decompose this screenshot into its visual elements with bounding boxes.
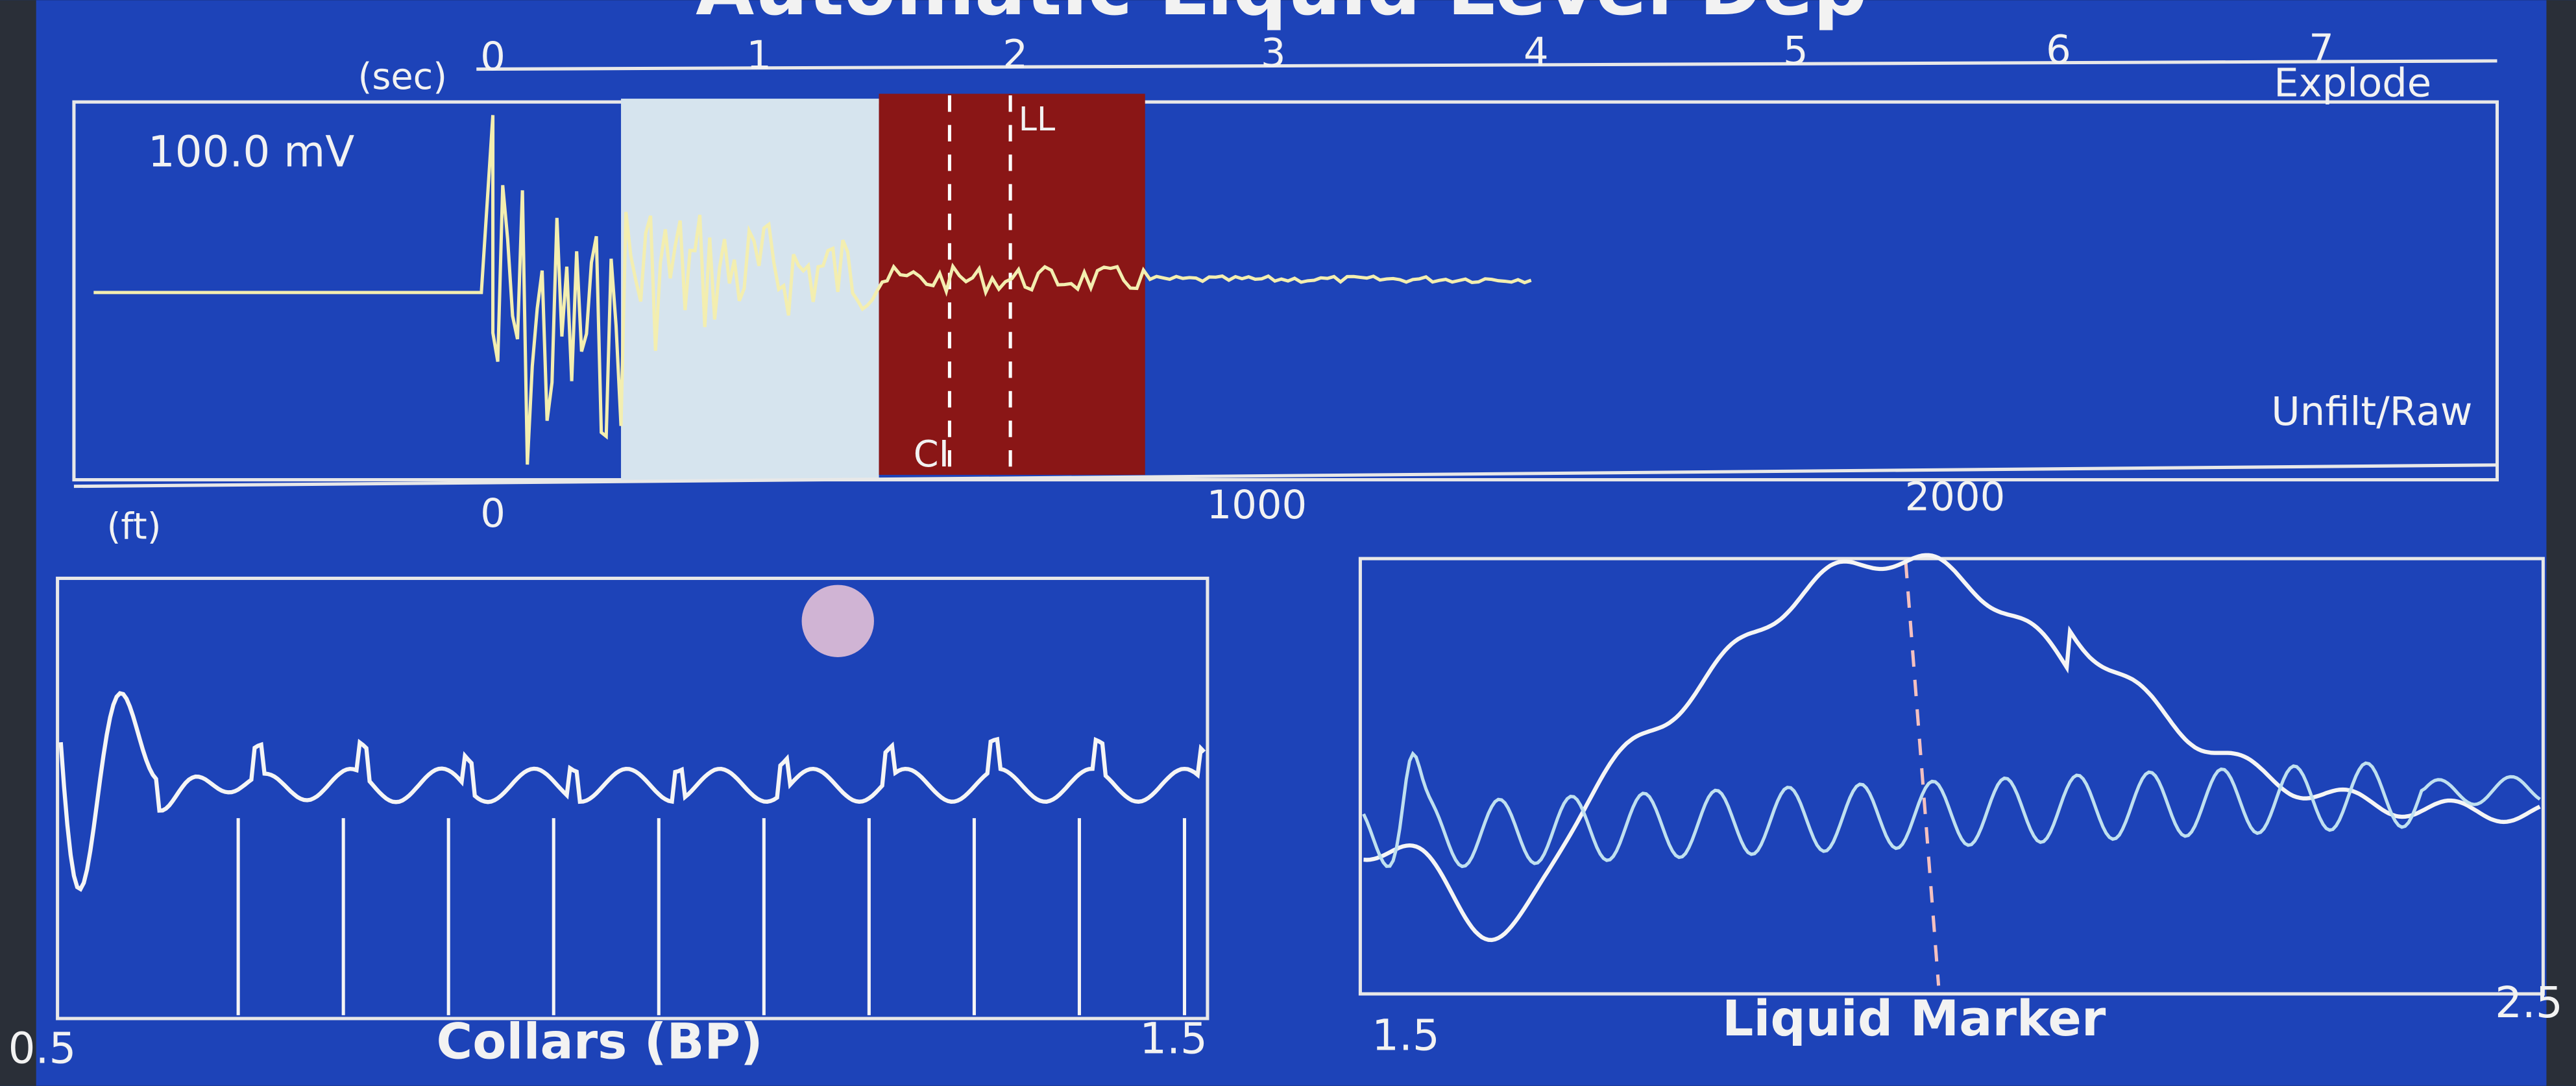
time-tick-label: 5 — [1783, 29, 1808, 74]
liquid-marker-line — [1904, 561, 1941, 986]
screen-title: Automatic Liquid Level Dep — [696, 0, 1867, 32]
time-tick-label: 4 — [1524, 30, 1549, 75]
time-tick-label: 2 — [1002, 32, 1028, 77]
filtered-waveform — [1363, 553, 2541, 943]
waveform-frame — [72, 100, 2499, 482]
collars-frame — [56, 576, 1209, 1020]
collars-title: Collars (BP) — [437, 1013, 763, 1070]
time-axis-line — [476, 59, 2497, 71]
time-tick-label: 3 — [1261, 31, 1286, 77]
depth-unit: (ft) — [107, 506, 162, 548]
raw-liquid-waveform — [1362, 751, 2541, 869]
time-tick-label: 7 — [2309, 27, 2334, 72]
time-tick-label: 1 — [746, 33, 772, 78]
mode-label: Explode — [2274, 60, 2431, 106]
glare — [801, 585, 874, 657]
depth-tick-label: 0 — [480, 491, 505, 537]
depth-tick-label: 2000 — [1905, 474, 2006, 520]
liquid-level-label: LL — [1019, 100, 1055, 138]
filter-label: Unfilt/Raw — [2271, 389, 2472, 435]
depth-tick-label: 1000 — [1207, 483, 1307, 528]
liquid-frame — [1358, 557, 2545, 996]
time-unit: (sec) — [358, 56, 447, 98]
collars-end: 1.5 — [1139, 1013, 1208, 1063]
scale-label: 100.0 mV — [148, 127, 354, 176]
time-tick-label: 6 — [2046, 27, 2071, 73]
time-tick-label: 0 — [480, 34, 505, 80]
collar-waveform — [58, 691, 1206, 892]
liquid-end: 2.5 — [2495, 978, 2563, 1028]
collar-marker-label: CI — [914, 433, 949, 476]
liquid-start: 1.5 — [1372, 1010, 1440, 1060]
raw-waveform — [93, 115, 1532, 465]
liquid-title: Liquid Marker — [1722, 990, 2106, 1047]
collars-start: 0.5 — [8, 1024, 77, 1074]
bezel-right — [2546, 0, 2576, 1086]
depth-axis-line — [73, 463, 2497, 489]
bezel-left — [0, 0, 36, 1086]
